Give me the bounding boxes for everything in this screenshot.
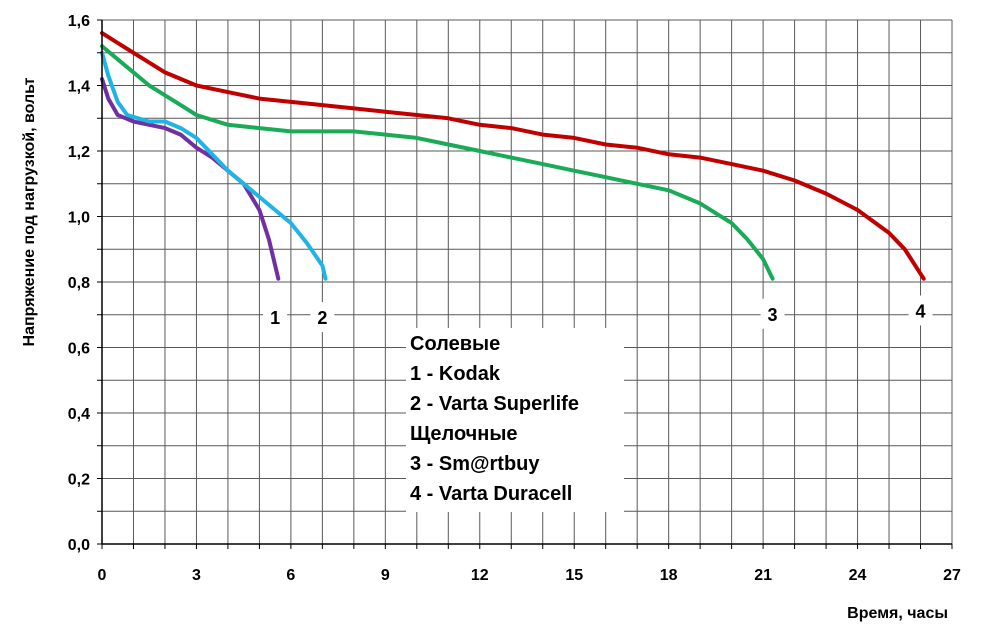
- x-tick-label: 0: [98, 567, 107, 584]
- legend-entry: 1 - Kodak: [410, 363, 501, 385]
- y-tick-label: 0,2: [68, 472, 90, 489]
- x-tick-label: 18: [660, 567, 678, 584]
- y-tick-label: 0,6: [68, 341, 90, 358]
- series-label-2: 2: [317, 308, 327, 328]
- x-tick-label: 27: [943, 567, 961, 584]
- series-line-2: [100, 50, 328, 281]
- series-line-4: [100, 31, 926, 281]
- y-tick-label: 0,8: [68, 275, 90, 292]
- series-label-1: 1: [270, 308, 280, 328]
- x-tick-label: 3: [192, 567, 201, 584]
- x-tick-label: 24: [849, 567, 867, 584]
- series-label-3: 3: [768, 305, 778, 325]
- legend-entry: 4 - Varta Duracell: [410, 483, 572, 505]
- x-tick-label: 12: [471, 567, 489, 584]
- y-tick-label: 1,0: [68, 210, 90, 227]
- y-tick-labels: 0,0 0,2 0,4 0,6 0,8 1,0 1,2 1,4 1,6: [68, 13, 90, 554]
- legend-entry: 3 - Sm@rtbuy: [410, 453, 540, 475]
- y-tick-label: 1,4: [68, 79, 90, 96]
- y-tick-label: 1,2: [68, 144, 90, 161]
- series-label-bg: [263, 302, 288, 333]
- series-line-1: [100, 77, 281, 281]
- series-label-bg: [310, 302, 335, 333]
- series-lines: [100, 31, 926, 281]
- series-label-bg: [760, 298, 785, 329]
- series-end-labels: 1 2 3 4: [263, 295, 933, 333]
- legend-entry: Щелочные: [410, 423, 518, 445]
- series-line-3: [100, 44, 775, 281]
- x-axis-title: Время, часы: [847, 605, 948, 622]
- x-tick-label: 21: [754, 567, 772, 584]
- x-tick-label: 15: [565, 567, 583, 584]
- y-tick-label: 1,6: [68, 13, 90, 30]
- legend-entry: Солевые: [410, 333, 500, 355]
- legend-entry: 2 - Varta Superlife: [410, 393, 579, 415]
- series-label-bg: [908, 295, 933, 326]
- x-tick-label: 9: [381, 567, 390, 584]
- y-tick-label: 0,0: [68, 537, 90, 554]
- axes: [97, 19, 953, 549]
- y-tick-label: 0,4: [68, 406, 90, 423]
- x-tick-label: 6: [286, 567, 295, 584]
- x-tick-labels: 0 3 6 9 12 15 18 21 24 27: [98, 567, 961, 584]
- y-axis-title: Напряжение под нагрузкой, вольт: [21, 77, 38, 346]
- series-label-4: 4: [916, 301, 926, 321]
- legend-background: [406, 328, 624, 512]
- legend: Солевые 1 - Kodak 2 - Varta Superlife Щелоч…: [406, 328, 624, 512]
